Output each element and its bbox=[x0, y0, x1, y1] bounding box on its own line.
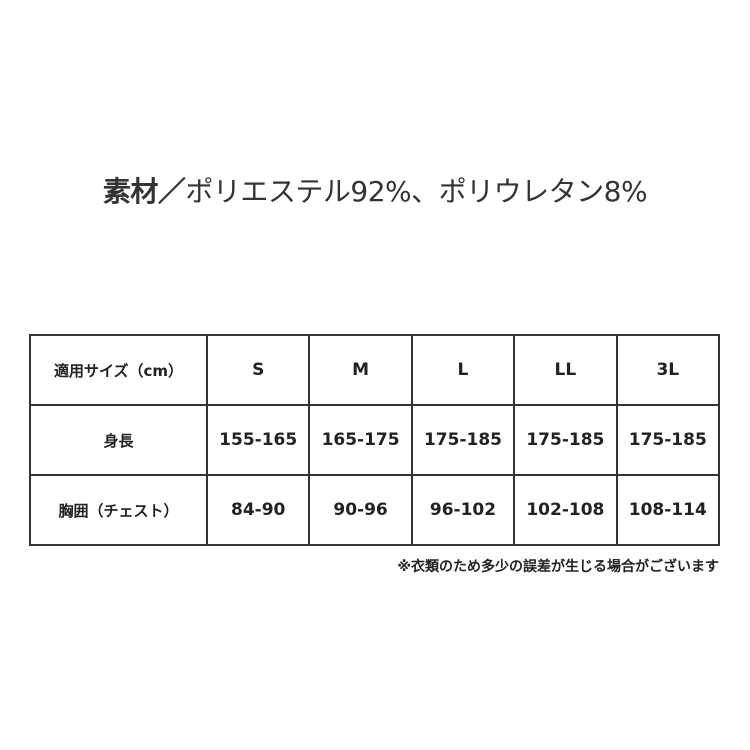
table-cell: 96-102 bbox=[410, 474, 516, 546]
table-row: 身長 155-165 165-175 175-185 175-185 175-1… bbox=[29, 404, 721, 476]
row-label: 胸囲（チェスト） bbox=[29, 474, 208, 546]
disclaimer-note: ※衣類のため多少の誤差が生じる場合がございます bbox=[397, 559, 719, 575]
table-cell: 175-185 bbox=[615, 404, 721, 476]
material-label: 素材／ bbox=[102, 175, 186, 208]
material-title: 素材／ポリエステル92%、ポリウレタン8% bbox=[0, 170, 750, 210]
header-cell: L bbox=[410, 334, 516, 406]
table-row: 胸囲（チェスト） 84-90 90-96 96-102 102-108 108-… bbox=[29, 474, 721, 546]
header-cell: 3L bbox=[615, 334, 721, 406]
table-cell: 165-175 bbox=[308, 404, 413, 476]
table-cell: 155-165 bbox=[205, 404, 311, 476]
header-cell: S bbox=[205, 334, 311, 406]
row-label: 身長 bbox=[29, 404, 208, 476]
table-cell: 175-185 bbox=[410, 404, 516, 476]
table-cell: 102-108 bbox=[513, 474, 618, 546]
table-cell: 108-114 bbox=[615, 474, 721, 546]
header-cell: 適用サイズ（cm） bbox=[29, 334, 208, 406]
table-cell: 84-90 bbox=[205, 474, 311, 546]
size-chart-table: 適用サイズ（cm） S M L LL 3L 身長 155-165 165-175… bbox=[29, 334, 721, 546]
table-header-row: 適用サイズ（cm） S M L LL 3L bbox=[29, 334, 721, 406]
header-cell: M bbox=[308, 334, 413, 406]
header-cell: LL bbox=[513, 334, 618, 406]
table-cell: 175-185 bbox=[513, 404, 618, 476]
material-composition: ポリエステル92%、ポリウレタン8% bbox=[185, 175, 648, 208]
table-cell: 90-96 bbox=[308, 474, 413, 546]
